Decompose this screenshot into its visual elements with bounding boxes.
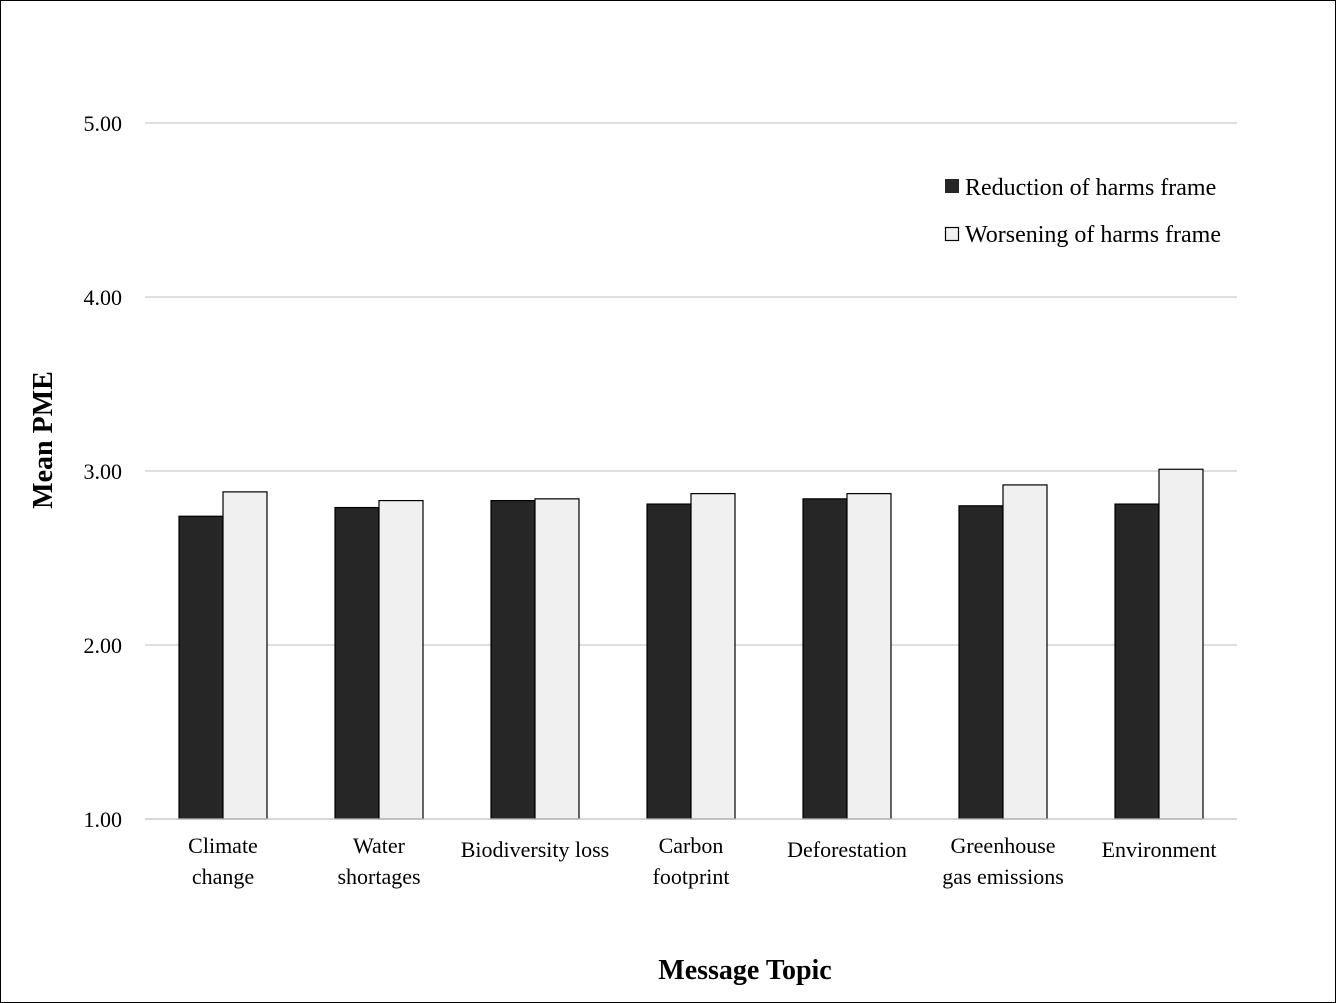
legend: Reduction of harms frame Worsening of ha… xyxy=(944,175,1221,248)
bar-reduction xyxy=(958,505,1004,820)
bar-worsening xyxy=(690,493,736,820)
category-label: footprint xyxy=(653,864,730,889)
category-label: Greenhouse xyxy=(950,833,1055,858)
category-label: Biodiversity loss xyxy=(461,837,610,862)
y-tick-label: 2.00 xyxy=(84,633,123,658)
category-labels: Climate change Water shortages Biodiversity … xyxy=(188,833,1216,889)
bar-reduction xyxy=(646,503,692,820)
bar-reduction xyxy=(802,498,848,820)
y-tick-label: 5.00 xyxy=(84,111,123,136)
bar-worsening xyxy=(378,499,424,820)
bar-reduction xyxy=(178,515,224,820)
category-label: Carbon xyxy=(659,833,724,858)
bar-worsening xyxy=(1002,484,1048,820)
category-label: gas emissions xyxy=(942,864,1064,889)
legend-label-worsening: Worsening of harms frame xyxy=(965,222,1221,248)
y-tick-labels: 1.00 2.00 3.00 4.00 5.00 xyxy=(84,111,123,832)
category-label: change xyxy=(192,864,254,889)
category-label: Water xyxy=(353,833,406,858)
bars xyxy=(145,468,1237,820)
legend-label-reduction: Reduction of harms frame xyxy=(965,175,1216,201)
y-tick-label: 4.00 xyxy=(84,285,123,310)
bar-worsening xyxy=(534,498,580,820)
category-label: Deforestation xyxy=(787,837,907,862)
legend-swatch-reduction xyxy=(945,179,959,193)
bar-reduction xyxy=(1114,503,1160,820)
bar-worsening xyxy=(846,493,892,820)
legend-swatch-worsening xyxy=(944,226,960,242)
bar-reduction xyxy=(334,506,380,820)
y-axis-title: Mean PME xyxy=(28,371,59,509)
category-label: Climate xyxy=(188,833,258,858)
bar-worsening xyxy=(222,491,268,820)
bar-reduction xyxy=(490,499,536,820)
x-axis-title: Message Topic xyxy=(658,955,831,986)
category-label: Environment xyxy=(1102,837,1217,862)
category-label: shortages xyxy=(337,864,420,889)
y-tick-label: 3.00 xyxy=(84,459,123,484)
y-tick-label: 1.00 xyxy=(84,807,123,832)
bar-worsening xyxy=(1158,468,1204,820)
